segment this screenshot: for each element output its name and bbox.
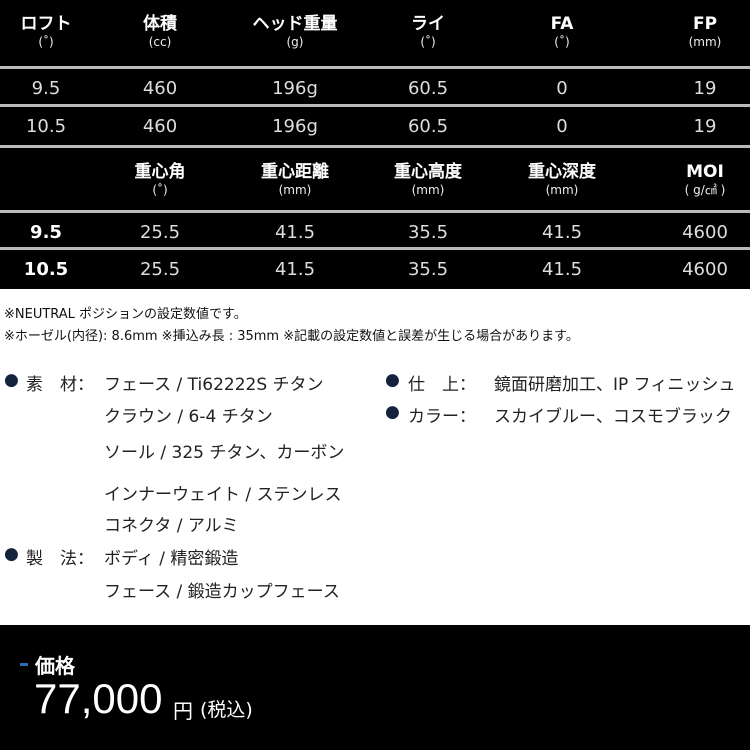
bullet-icon: ●	[385, 402, 400, 422]
table-cell: 60.5	[407, 115, 449, 137]
table-cell: 460	[142, 77, 178, 99]
table-cell: 196g	[272, 115, 318, 137]
header-title: 重心距離	[261, 162, 329, 182]
table-cell: 41.5	[541, 221, 583, 243]
accent-dash-icon	[20, 663, 28, 666]
material-label: 素 材：	[26, 375, 94, 395]
price-tax: (税込)	[200, 699, 253, 721]
table-cell: 4600	[682, 221, 728, 243]
table-cell: 196g	[272, 77, 318, 99]
column-header: MOI( g/㎠ )	[685, 162, 726, 198]
table-cell: 60.5	[407, 77, 449, 99]
bullet-icon: ●	[4, 370, 19, 390]
row-divider	[0, 247, 750, 250]
column-header: 重心高度 (mm)	[394, 162, 462, 198]
table-cell: 35.5	[407, 221, 449, 243]
table-cell: 9.5	[31, 77, 61, 99]
material-item: コネクタ / アルミ	[104, 516, 239, 536]
column-header: FA (˚)	[551, 14, 574, 50]
table-cell: 41.5	[274, 221, 316, 243]
header-unit: (˚)	[420, 35, 436, 49]
header-unit: (˚)	[152, 183, 168, 197]
header-unit: (mm)	[278, 183, 312, 197]
table-row: 9.5 460 196g 60.5 0 19	[0, 69, 750, 108]
note-hosel: ※ホーゼル(内径): 8.6mm ※挿込み長 : 35mm ※記載の設定数値と誤…	[4, 329, 579, 344]
header-title: ロフト	[20, 14, 72, 34]
table-cell: 4600	[682, 258, 728, 280]
header-title: FP	[692, 14, 718, 34]
header-title: ヘッド重量	[252, 14, 338, 34]
finish-label: 仕 上：	[408, 375, 476, 395]
column-header: 体積 (cc)	[143, 14, 177, 50]
header-unit: (mm)	[545, 183, 579, 197]
method-item: フェース / 鍛造カップフェース	[104, 582, 340, 602]
column-header: ロフト (˚)	[21, 14, 72, 50]
finish-value: 鏡面研磨加工、IP フィニッシュ	[494, 375, 736, 395]
header-unit: ( g/㎠ )	[684, 183, 726, 197]
column-header: ヘッド重量 (g)	[253, 14, 338, 50]
row-divider	[0, 145, 750, 148]
material-item: クラウン / 6-4 チタン	[104, 407, 273, 427]
method-item: ボディ / 精密鍛造	[104, 549, 239, 569]
table-cell: 460	[142, 115, 178, 137]
bullet-icon: ●	[4, 544, 19, 564]
table-cell: 25.5	[139, 258, 181, 280]
material-item: インナーウェイト / ステンレス	[104, 485, 342, 505]
table-cell: 0	[556, 77, 568, 99]
table-header: ロフト (˚) 体積 (cc) ヘッド重量 (g) ライ (˚) FA (˚) FP (mm)	[0, 0, 750, 66]
table-cell: 35.5	[407, 258, 449, 280]
table-row: 10.5 25.5 41.5 35.5 41.5 4600	[0, 250, 750, 289]
bullet-icon: ●	[385, 370, 400, 390]
header-title: 体積	[143, 14, 177, 34]
row-divider	[0, 210, 750, 213]
header-title: ライ	[411, 14, 445, 34]
header-unit: (g)	[286, 35, 304, 49]
price-label: 価格	[35, 654, 75, 678]
table-cell: 41.5	[274, 258, 316, 280]
method-label: 製 法：	[26, 549, 94, 569]
row-divider	[0, 66, 750, 69]
table-cell: 9.5	[30, 221, 62, 243]
price-panel: 価格 77,000 円 (税込)	[0, 625, 750, 750]
table-cell: 0	[556, 115, 568, 137]
header-title: MOI	[686, 162, 724, 182]
table-cell: 10.5	[23, 258, 69, 280]
table-header: 重心角 (˚) 重心距離 (mm) 重心高度 (mm) 重心深度 (mm) MOI( g/㎠ )	[0, 148, 750, 210]
note-neutral: ※NEUTRAL ポジションの設定数値です。	[4, 307, 247, 322]
column-header: 重心深度 (mm)	[528, 162, 596, 198]
price-amount: 77,000	[34, 675, 163, 722]
header-unit: (˚)	[554, 35, 570, 49]
column-header: 重心距離 (mm)	[261, 162, 329, 198]
material-item: フェース / Ti62222S チタン	[104, 375, 324, 395]
header-unit: (mm)	[411, 183, 445, 197]
color-value: スカイブルー、コスモブラック	[494, 407, 732, 427]
header-title: 重心深度	[528, 162, 596, 182]
table-cell: 19	[693, 77, 717, 99]
column-header: 重心角 (˚)	[135, 162, 186, 198]
header-unit: (cc)	[148, 35, 172, 49]
material-item: ソール / 325 チタン、カーボン	[104, 443, 345, 463]
header-title: FA	[550, 14, 574, 34]
table-row: 10.5 460 196g 60.5 0 19	[0, 107, 750, 146]
header-unit: (˚)	[38, 35, 54, 49]
row-divider	[0, 104, 750, 107]
header-unit: (mm)	[688, 35, 722, 49]
price-yen: 円	[173, 699, 193, 723]
column-header: FP (mm)	[689, 14, 722, 50]
table-cell: 25.5	[139, 221, 181, 243]
table-row: 9.5 25.5 41.5 35.5 41.5 4600	[0, 213, 750, 252]
table-cell: 19	[693, 115, 717, 137]
header-title: 重心角	[134, 162, 186, 182]
column-header: ライ (˚)	[411, 14, 445, 50]
header-title: 重心高度	[394, 162, 462, 182]
table-cell: 10.5	[25, 115, 67, 137]
color-label: カラー：	[408, 407, 476, 427]
table-cell: 41.5	[541, 258, 583, 280]
